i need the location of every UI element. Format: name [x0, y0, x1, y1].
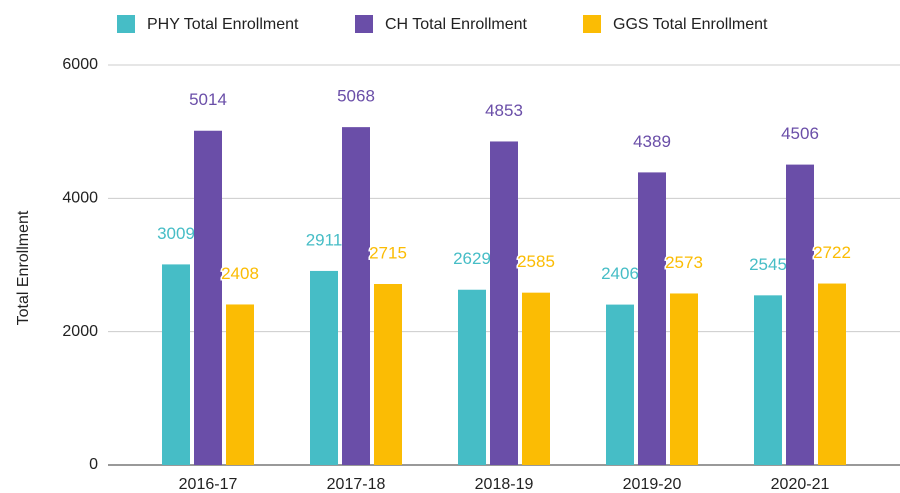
- value-label: 2545: [749, 255, 787, 274]
- bar: [670, 293, 698, 465]
- value-label: 2573: [665, 253, 703, 272]
- bar: [754, 295, 782, 465]
- value-label: 2911: [306, 230, 343, 249]
- bar: [638, 172, 666, 465]
- value-label: 2585: [517, 252, 555, 271]
- x-tick-label: 2016-17: [179, 476, 238, 493]
- value-label: 2406: [601, 264, 639, 283]
- legend-swatch: [355, 15, 373, 33]
- bar: [786, 164, 814, 465]
- value-label: 4389: [633, 132, 671, 151]
- value-label: 4506: [781, 124, 819, 143]
- bar: [818, 283, 846, 465]
- y-tick-label: 6000: [62, 56, 98, 73]
- y-tick-label: 2000: [62, 323, 98, 340]
- value-label: 3009: [157, 224, 195, 243]
- bar: [606, 304, 634, 465]
- legend-swatch: [583, 15, 601, 33]
- bar: [310, 270, 338, 465]
- value-label: 4853: [485, 101, 523, 120]
- y-axis-label: Total Enrollment: [15, 210, 32, 325]
- value-label: 2629: [453, 249, 491, 268]
- bar: [490, 141, 518, 465]
- x-tick-label: 2017-18: [327, 476, 386, 493]
- bar: [458, 289, 486, 465]
- bar: [342, 127, 370, 465]
- value-label: 2715: [369, 243, 407, 262]
- value-label: 5014: [189, 90, 227, 109]
- legend-label: CH Total Enrollment: [385, 16, 528, 33]
- bar: [374, 284, 402, 465]
- legend-label: GGS Total Enrollment: [613, 16, 768, 33]
- value-label: 2722: [813, 243, 851, 262]
- x-tick-label: 2020-21: [771, 476, 830, 493]
- y-tick-label: 4000: [62, 190, 98, 207]
- bar: [194, 130, 222, 465]
- bar: [226, 304, 254, 465]
- value-label: 2408: [221, 264, 259, 283]
- legend-swatch: [117, 15, 135, 33]
- x-tick-label: 2018-19: [475, 476, 534, 493]
- legend-label: PHY Total Enrollment: [147, 16, 299, 33]
- y-tick-label: 0: [89, 456, 98, 473]
- bar: [522, 292, 550, 465]
- x-tick-label: 2019-20: [623, 476, 682, 493]
- value-label: 5068: [337, 87, 375, 106]
- bar: [162, 264, 190, 465]
